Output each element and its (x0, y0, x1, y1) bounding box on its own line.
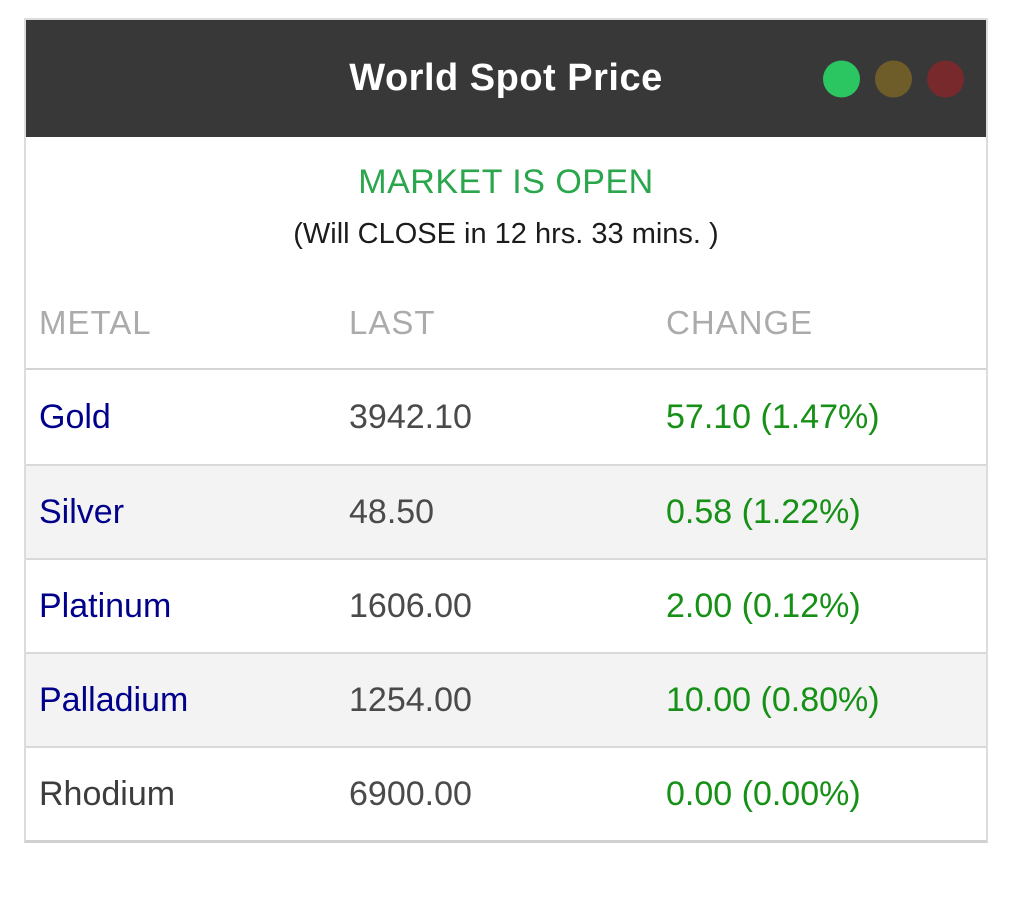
spot-price-table-body: Gold 3942.10 57.10 (1.47%) Silver 48.50 0.58 … (26, 370, 986, 840)
last-price: 1254.00 (349, 680, 472, 719)
change-value: 10.00 (0.80%) (666, 680, 880, 719)
maroon-status-dot (927, 60, 964, 97)
column-header-change: CHANGE (666, 303, 814, 341)
metal-link[interactable]: Gold (39, 397, 111, 436)
table-row: Platinum 1606.00 2.00 (0.12%) (26, 558, 986, 652)
table-row: Palladium 1254.00 10.00 (0.80%) (26, 652, 986, 746)
spot-price-table: METAL LAST CHANGE Gold 3942.10 57.10 (1.47… (26, 277, 986, 840)
table-header-row: METAL LAST CHANGE (26, 277, 986, 370)
change-value: 0.00 (0.00%) (666, 774, 861, 813)
change-value: 0.58 (1.22%) (666, 492, 861, 531)
market-countdown: (Will CLOSE in 12 hrs. 33 mins. ) (293, 218, 719, 250)
metal-link[interactable]: Silver (39, 492, 125, 531)
last-price: 3942.10 (349, 397, 472, 436)
change-value: 57.10 (1.47%) (666, 397, 880, 436)
market-status: MARKET IS OPEN (358, 163, 654, 201)
status-lights (823, 60, 964, 97)
table-row: Rhodium 6900.00 0.00 (0.00%) (26, 746, 986, 840)
last-price: 6900.00 (349, 774, 472, 813)
column-header-metal: METAL (39, 303, 152, 341)
change-value: 2.00 (0.12%) (666, 586, 861, 625)
metal-link[interactable]: Palladium (39, 680, 189, 719)
column-header-last: LAST (349, 303, 436, 341)
market-status-section: MARKET IS OPEN (Will CLOSE in 12 hrs. 33… (26, 137, 986, 277)
metal-name: Rhodium (39, 774, 176, 813)
table-row: Silver 48.50 0.58 (1.22%) (26, 464, 986, 558)
last-price: 1606.00 (349, 586, 472, 625)
table-row: Gold 3942.10 57.10 (1.47%) (26, 370, 986, 464)
page-title: World Spot Price (349, 57, 663, 99)
green-status-dot (823, 60, 860, 97)
metal-link[interactable]: Platinum (39, 586, 172, 625)
world-spot-price-widget: World Spot Price MARKET IS OPEN (Will CL… (24, 18, 988, 843)
title-bar: World Spot Price (26, 20, 986, 137)
olive-status-dot (875, 60, 912, 97)
last-price: 48.50 (349, 492, 435, 531)
